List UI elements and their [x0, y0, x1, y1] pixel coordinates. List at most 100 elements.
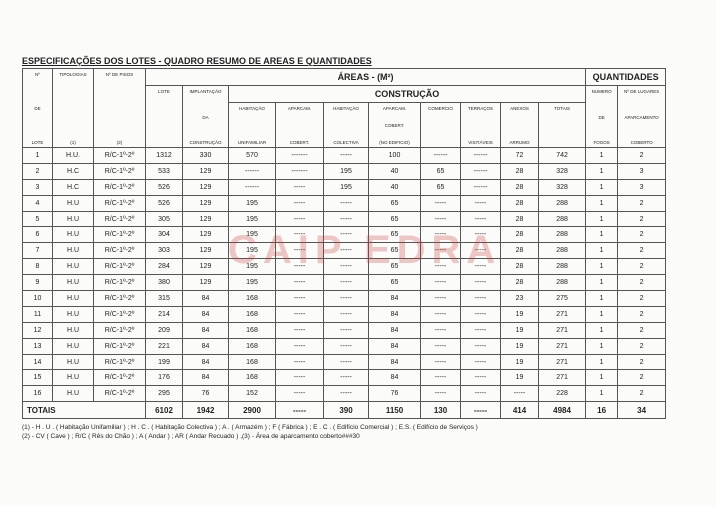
table-cell: 1312 — [145, 147, 183, 164]
table-cell: ------- — [275, 147, 324, 164]
table-cell: 40 — [368, 162, 421, 180]
table-cell: 1 — [585, 290, 619, 307]
header-line: COBERTO — [630, 140, 653, 145]
header-line: NUMERO — [591, 89, 612, 94]
header-line: TIPOLOGIAS — [59, 72, 87, 77]
table-cell: 84 — [182, 337, 229, 355]
table-cell: ----- — [275, 194, 324, 212]
table-cell: 28 — [500, 242, 539, 260]
totals-cell: 6102 — [145, 401, 183, 420]
table-cell: 288 — [537, 274, 587, 292]
table-cell: 271 — [537, 305, 587, 323]
header-line: (1) — [70, 140, 76, 145]
table-cell: ----- — [323, 194, 369, 212]
table-cell: 84 — [368, 353, 421, 371]
column-header: HABITAÇÃO UNIFAMILIAR — [228, 102, 276, 148]
table-cell: 271 — [537, 321, 587, 339]
header-line: ARRUMO — [509, 140, 530, 145]
column-header: TIPOLOGIAS (1) — [52, 68, 94, 148]
table-cell: R/C-1º-2º — [93, 274, 146, 292]
table-cell: 271 — [537, 337, 587, 355]
table-cell: 8 — [22, 258, 53, 276]
table-cell: ----- — [275, 321, 324, 339]
table-cell: ----- — [460, 369, 501, 387]
table-cell: ------ — [228, 162, 276, 180]
table-cell: 15 — [22, 369, 53, 387]
totals-cell: TOTAIS — [22, 401, 146, 420]
table-cell: ------- — [275, 162, 324, 180]
group-header: ÁREAS - (M²) — [144, 68, 587, 86]
table-cell: ----- — [460, 290, 501, 307]
table-cell: 3 — [617, 162, 667, 180]
table-cell: 3 — [617, 178, 667, 196]
table-cell: 526 — [145, 194, 183, 212]
header-line: DA — [202, 114, 209, 120]
table-cell: R/C-1º-2º — [93, 290, 146, 307]
table-row: 2 H.C R/C-1º-2º 533 129 ------ ------- 195 40 65-… — [22, 162, 667, 180]
table-cell: ------ — [460, 178, 501, 196]
table-cell: ----- — [323, 369, 369, 387]
table-cell: 28 — [500, 258, 539, 276]
table-cell: 12 — [22, 321, 53, 339]
table-cell: H.U — [52, 353, 94, 371]
table-cell: ----- — [275, 274, 324, 292]
header-line: Nº DE LUGARES — [624, 89, 660, 94]
table-cell: H.U. — [52, 147, 94, 164]
table-cell: 1 — [585, 305, 619, 323]
table-cell: ------ — [460, 162, 501, 180]
table-cell: 129 — [182, 242, 229, 260]
footnote: (1) - H . U . ( Habitação Unifamiliar ) … — [22, 424, 478, 431]
table-cell: 2 — [617, 258, 667, 276]
table-cell: 3 — [22, 178, 53, 196]
table-row: 16 H.U R/C-1º-2º 295 76 152 ----- ----- 76 ----- -… — [22, 385, 667, 403]
table-row: 12 H.U R/C-1º-2º 209 84 168 ----- ----- 84 ----- -… — [22, 321, 667, 339]
table-cell: ----- — [323, 337, 369, 355]
table-cell: 195 — [323, 162, 369, 180]
group-header: QUANTIDADES — [585, 68, 667, 86]
totals-cell: 390 — [323, 401, 369, 420]
totals-cell: 1150 — [368, 401, 421, 420]
table-cell: R/C-1º-2º — [93, 210, 146, 228]
table-cell: H.C — [52, 178, 94, 196]
table-cell: 152 — [228, 385, 276, 403]
table-cell: 1 — [585, 337, 619, 355]
table-cell: 84 — [182, 305, 229, 323]
table-cell: 288 — [537, 194, 587, 212]
header-line: (NO EDIFICIO) — [379, 140, 410, 145]
table-cell: ----- — [323, 210, 369, 228]
totals-cell: 16 — [585, 401, 619, 420]
table-cell: 2 — [617, 369, 667, 387]
table-cell: 199 — [145, 353, 183, 371]
document-title: ESPECIFICAÇÕES DOS LOTES - QUADRO RESUMO… — [22, 56, 372, 66]
table-row: 1 H.U. R/C-1º-2º 1312 330 570 ------- ----- 100-… — [22, 147, 667, 164]
table-cell: 2 — [617, 353, 667, 371]
header-line: FOGOS — [593, 140, 610, 145]
header-line: HABITAÇÃO — [333, 106, 359, 111]
table-cell: 84 — [368, 369, 421, 387]
table-cell: 28 — [500, 194, 539, 212]
column-header: APARCAM. COBERT. (NO EDIFICIO) — [368, 102, 421, 148]
header-line: APARCAMENTO — [624, 114, 659, 120]
totals-cell: 130 — [420, 401, 461, 420]
table-cell: ----- — [460, 385, 501, 403]
table-cell: 84 — [368, 321, 421, 339]
table-cell: ----- — [323, 321, 369, 339]
table-cell: 168 — [228, 353, 276, 371]
table-cell: 1 — [22, 147, 53, 164]
table-cell: 2 — [617, 242, 667, 260]
table-cell: ----- — [420, 305, 461, 323]
table-cell: 1 — [585, 321, 619, 339]
totals-cell: 414 — [500, 401, 539, 420]
table-cell: 328 — [537, 162, 587, 180]
table-cell: 284 — [145, 258, 183, 276]
table-cell: 11 — [22, 305, 53, 323]
table-cell: ----- — [460, 194, 501, 212]
table-cell: 168 — [228, 305, 276, 323]
table-cell: 4 — [22, 194, 53, 212]
table-cell: 6 — [22, 226, 53, 244]
table-cell: R/C-1º-2º — [93, 353, 146, 371]
table-cell: 330 — [182, 147, 229, 164]
table-cell: 28 — [500, 226, 539, 244]
table-cell: 1 — [585, 147, 619, 164]
header-line: LOTE — [31, 140, 44, 145]
